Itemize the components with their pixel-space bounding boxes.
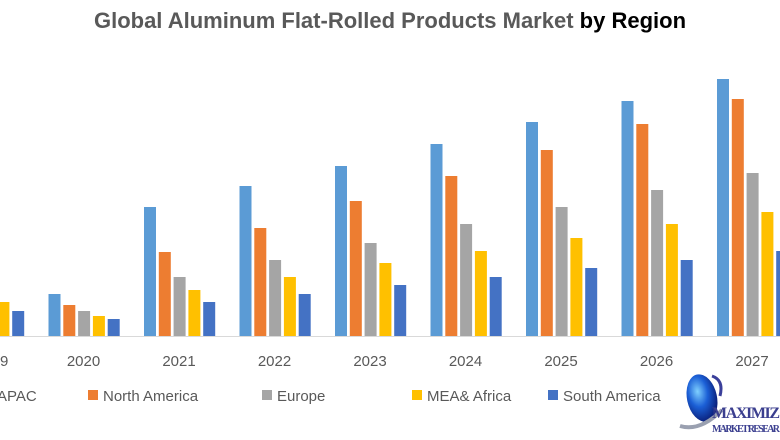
bar-apac-2026 — [621, 101, 634, 336]
bar-north-america-2021 — [158, 252, 171, 336]
bar-south-america-2027 — [776, 251, 780, 336]
x-tick-2024: 2024 — [449, 353, 482, 370]
bar-mea-africa-2025 — [570, 238, 583, 336]
x-tick-2019: 9 — [0, 353, 8, 370]
bar-north-america-2026 — [636, 124, 649, 336]
bar-north-america-2023 — [349, 201, 362, 336]
x-tick-2022: 2022 — [258, 353, 291, 370]
x-tick-2026: 2026 — [640, 353, 673, 370]
legend-label-south-america: South America — [563, 388, 661, 405]
legend-marker-mea-africa — [412, 390, 422, 400]
bar-mea-africa-2024 — [474, 251, 487, 336]
bar-south-america-2022 — [298, 294, 311, 336]
legend-label-apac: APAC — [0, 388, 37, 405]
bar-south-america-2023 — [394, 285, 407, 336]
x-tick-2027: 2027 — [735, 353, 768, 370]
x-tick-labels: 9 2020 2021 2022 2023 2024 2025 2026 2027 — [0, 353, 769, 370]
svg-text:MAXIMIZ: MAXIMIZ — [712, 405, 780, 422]
bar-mea-africa-2020 — [92, 316, 105, 336]
bar-apac-2024 — [430, 144, 443, 336]
bar-north-america-2025 — [540, 150, 553, 336]
bar-europe-2024 — [460, 224, 473, 336]
bar-europe-2027 — [746, 173, 759, 336]
bar-mea-africa-2023 — [379, 263, 392, 336]
bar-apac-2023 — [335, 166, 347, 336]
bar-mea-africa-2021 — [188, 290, 201, 336]
bar-south-america-2026 — [680, 260, 693, 336]
bar-south-america-2024 — [489, 277, 502, 336]
title-suffix: by Region — [579, 8, 687, 33]
bar-europe-2021 — [173, 277, 186, 336]
bar-apac-2021 — [144, 207, 156, 336]
legend-label-europe: Europe — [277, 388, 325, 405]
bar-south-america-2025 — [585, 268, 598, 336]
bar-mea-africa-2027 — [761, 212, 774, 336]
bar-europe-2025 — [555, 207, 568, 336]
svg-text:MARKET RESEAR: MARKET RESEAR — [712, 424, 780, 435]
x-tick-2021: 2021 — [162, 353, 195, 370]
bar-north-america-2020 — [63, 305, 76, 336]
bar-mea-africa-2026 — [665, 224, 678, 336]
bar-mea-africa-2022 — [283, 277, 296, 336]
maximize-logo: MAXIMIZ MARKET RESEAR — [679, 374, 780, 435]
bar-north-america-2022 — [254, 228, 267, 336]
bar-europe-2022 — [269, 260, 282, 336]
bar-apac-2022 — [239, 186, 252, 336]
legend: APAC North America Europe MEA& Africa South … — [0, 388, 661, 405]
bar-south-america-2019 — [12, 311, 25, 336]
chart-title: Global Aluminum Flat-Rolled Products Mar… — [0, 8, 780, 34]
x-tick-2023: 2023 — [353, 353, 386, 370]
bar-south-america-2020 — [107, 319, 120, 336]
bar-europe-2023 — [364, 243, 377, 336]
bar-europe-2026 — [651, 190, 664, 336]
legend-label-north-america: North America — [103, 388, 199, 405]
legend-marker-europe — [262, 390, 272, 400]
bars-group — [0, 79, 780, 336]
bar-south-america-2021 — [203, 302, 216, 336]
bar-apac-2020 — [48, 294, 61, 336]
bar-north-america-2024 — [445, 176, 458, 336]
bar-mea-africa-2019 — [0, 302, 10, 336]
legend-label-mea-africa: MEA& Africa — [427, 388, 512, 405]
x-tick-2020: 2020 — [67, 353, 100, 370]
title-main: Global Aluminum Flat-Rolled Products Mar… — [93, 8, 574, 33]
bar-apac-2027 — [717, 79, 729, 336]
bar-apac-2025 — [526, 122, 538, 336]
x-tick-2025: 2025 — [544, 353, 577, 370]
bar-north-america-2027 — [731, 99, 744, 336]
bar-europe-2020 — [78, 311, 91, 336]
legend-marker-south-america — [548, 390, 558, 400]
legend-marker-north-america — [88, 390, 98, 400]
